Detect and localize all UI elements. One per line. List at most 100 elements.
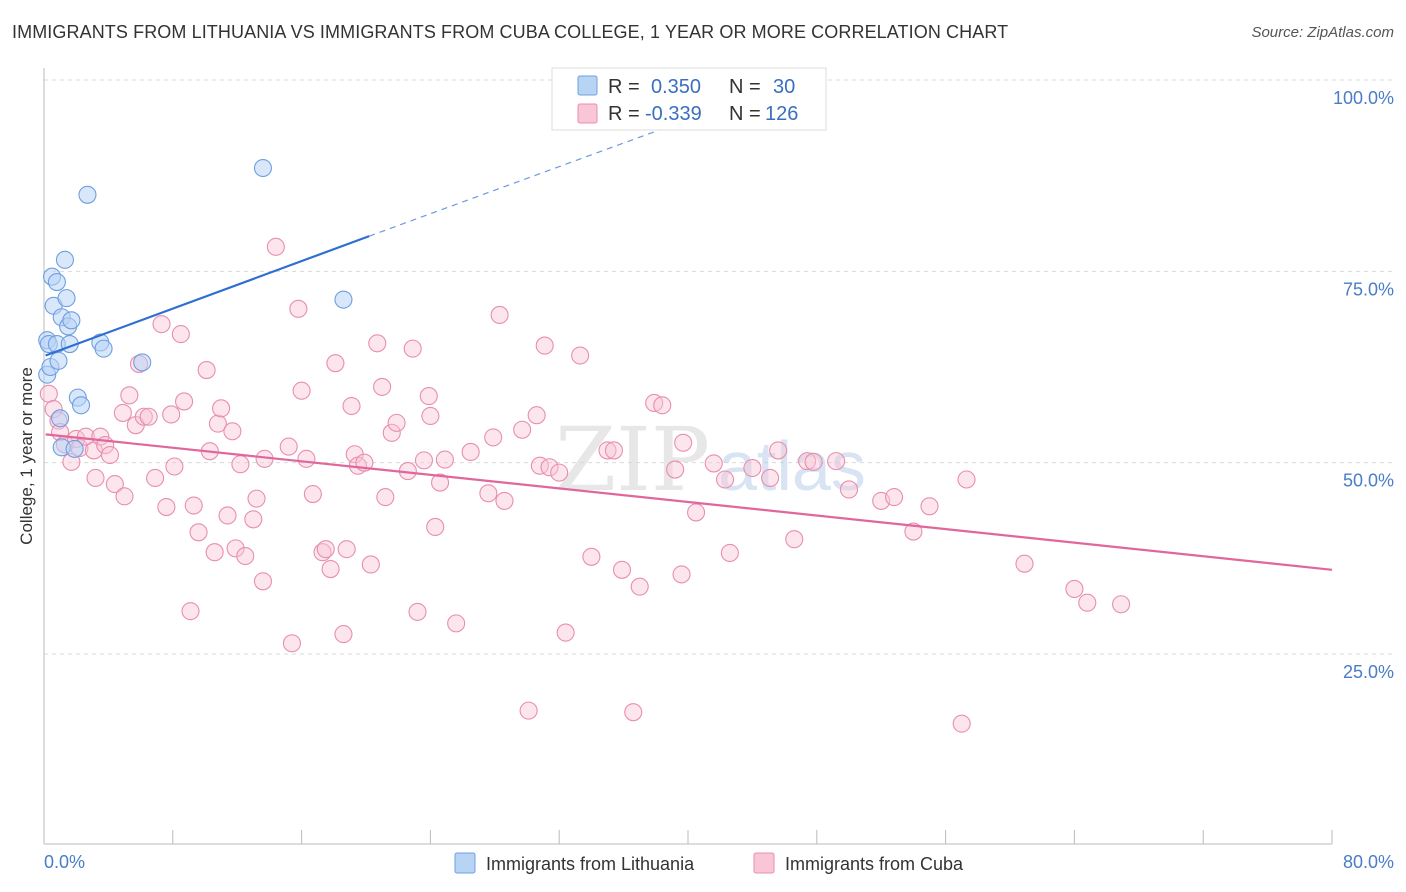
lithuania-point-16 <box>62 311 81 330</box>
cuba-point-113 <box>804 452 823 471</box>
x-axis-ticks <box>43 830 1333 844</box>
cuba-point-91 <box>556 623 575 642</box>
cuba-point-0 <box>39 384 58 403</box>
cuba-point-17 <box>120 386 139 405</box>
series-legend-label-lithuania: Immigrants from Lithuania <box>486 854 695 874</box>
cuba-point-57 <box>334 625 353 644</box>
cuba-point-87 <box>530 456 549 475</box>
lithuania-point-13 <box>57 289 76 308</box>
cuba-point-68 <box>387 413 406 432</box>
cuba-point-100 <box>653 396 672 415</box>
cuba-point-27 <box>171 325 190 344</box>
cuba-point-39 <box>226 539 245 558</box>
lithuania-point-19 <box>71 396 91 415</box>
cuba-point-43 <box>247 489 266 508</box>
cuba-point-65 <box>373 377 392 396</box>
cuba-point-123 <box>1065 579 1084 598</box>
cuba-point-51 <box>297 449 316 468</box>
cuba-point-108 <box>743 458 762 478</box>
cuba-point-74 <box>421 406 440 426</box>
legend-r-value-lithuania: 0.350 <box>651 76 701 98</box>
cuba-point-26 <box>165 457 184 476</box>
cuba-trend-line <box>45 433 1333 571</box>
lithuania-point-17 <box>65 439 84 458</box>
cuba-point-125 <box>1112 595 1131 614</box>
cuba-point-103 <box>674 433 693 452</box>
source-credit: Source: ZipAtlas.com <box>1251 24 1394 41</box>
y-tick-label-25: 25.0% <box>1343 662 1394 682</box>
lithuania-point-23 <box>133 353 152 372</box>
cuba-point-77 <box>435 450 454 469</box>
cuba-point-44 <box>253 572 273 591</box>
series-legend-swatch-cuba <box>753 852 775 874</box>
lithuania-point-9 <box>51 409 70 428</box>
cuba-point-70 <box>403 339 422 358</box>
cuba-point-120 <box>952 714 971 733</box>
cuba-point-118 <box>904 522 923 541</box>
lithuania-trend-line <box>45 235 370 357</box>
cuba-point-56 <box>326 354 345 373</box>
lithuania-point-24 <box>253 158 273 178</box>
y-axis-tick-labels: 25.0% 50.0% 75.0% 100.0% <box>1333 88 1394 682</box>
cuba-point-49 <box>289 299 308 318</box>
cuba-point-15 <box>113 403 132 422</box>
cuba-point-34 <box>205 543 224 562</box>
cuba-point-115 <box>839 480 859 499</box>
cuba-point-38 <box>223 422 242 441</box>
cuba-point-121 <box>957 470 976 489</box>
legend-n-value-lithuania: 30 <box>773 76 795 98</box>
lithuania-point-25 <box>334 290 353 309</box>
cuba-point-36 <box>212 399 231 418</box>
cuba-point-22 <box>146 468 165 488</box>
cuba-point-24 <box>157 498 176 517</box>
cuba-point-84 <box>513 420 532 439</box>
correlation-legend: R = 0.350 N = 30 R = -0.339 N = 126 <box>551 67 827 131</box>
cuba-point-53 <box>313 543 332 562</box>
cuba-point-83 <box>495 491 514 510</box>
cuba-point-107 <box>720 543 739 563</box>
lithuania-point-8 <box>49 351 68 370</box>
cuba-point-78 <box>447 614 466 633</box>
cuba-point-72 <box>414 451 434 470</box>
series-cuba-points <box>39 237 1131 733</box>
cuba-point-16 <box>115 487 134 506</box>
cuba-point-79 <box>461 442 480 462</box>
legend-r-label-lithuania: R = <box>608 76 640 98</box>
legend-swatch-lithuania <box>577 75 598 96</box>
x-axis-tick-labels: 0.0% 80.0% <box>44 852 1394 872</box>
cuba-point-42 <box>244 510 263 529</box>
cuba-point-101 <box>666 460 685 479</box>
lithuania-point-22 <box>94 339 113 358</box>
cuba-point-37 <box>218 506 237 525</box>
cuba-point-81 <box>484 428 503 447</box>
cuba-point-106 <box>715 470 735 489</box>
cuba-point-54 <box>316 540 335 559</box>
cuba-point-28 <box>175 392 194 411</box>
legend-n-value-cuba: 126 <box>765 103 798 125</box>
cuba-point-102 <box>672 565 691 584</box>
cuba-point-58 <box>337 540 356 559</box>
cuba-point-50 <box>292 381 311 400</box>
cuba-point-80 <box>479 484 498 503</box>
legend-r-value-cuba: -0.339 <box>645 103 702 125</box>
cuba-point-111 <box>785 530 804 549</box>
cuba-point-59 <box>342 396 361 416</box>
y-tick-label-75: 75.0% <box>1343 279 1394 299</box>
legend-n-label-lithuania: N = <box>729 76 761 98</box>
x-tick-label-min: 0.0% <box>44 852 85 872</box>
cuba-point-31 <box>189 523 208 542</box>
chart-title: IMMIGRANTS FROM LITHUANIA VS IMMIGRANTS … <box>12 22 1009 42</box>
cuba-point-90 <box>550 463 569 482</box>
cuba-point-94 <box>598 441 617 460</box>
cuba-point-29 <box>181 602 200 621</box>
cuba-point-71 <box>408 602 427 621</box>
cuba-point-64 <box>368 334 387 353</box>
legend-n-label-cuba: N = <box>729 103 761 125</box>
cuba-point-46 <box>266 237 285 256</box>
lithuania-point-20 <box>78 185 97 204</box>
cuba-point-114 <box>827 452 846 471</box>
cuba-point-73 <box>419 387 438 406</box>
lithuania-point-12 <box>55 250 74 269</box>
cuba-point-76 <box>431 473 450 492</box>
